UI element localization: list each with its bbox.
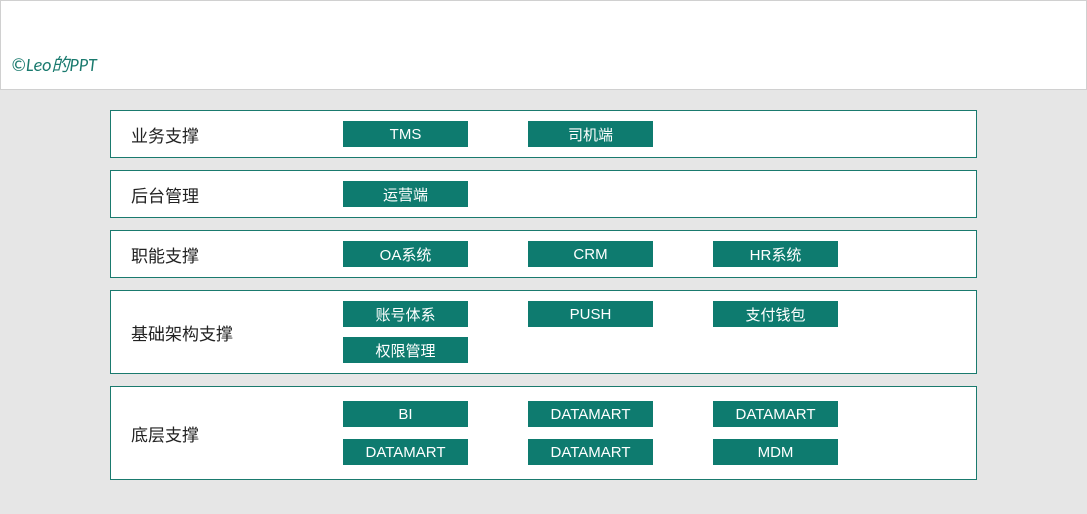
box-datamart: DATAMART	[343, 439, 468, 465]
box-datamart: DATAMART	[528, 401, 653, 427]
box-wallet: 支付钱包	[713, 301, 838, 327]
row-boxes: 账号体系 PUSH 支付钱包 权限管理	[343, 301, 964, 363]
row-label: 职能支撑	[123, 242, 343, 267]
box-push: PUSH	[528, 301, 653, 327]
box-datamart: DATAMART	[713, 401, 838, 427]
row-label: 底层支撑	[123, 421, 343, 446]
box-hr: HR系统	[713, 241, 838, 267]
box-driver-app: 司机端	[528, 121, 653, 147]
row-boxes: BI DATAMART DATAMART DATAMART DATAMART M…	[343, 401, 838, 465]
row-label: 业务支撑	[123, 122, 343, 147]
box-account: 账号体系	[343, 301, 468, 327]
row-base-support: 底层支撑 BI DATAMART DATAMART DATAMART DATAM…	[110, 386, 977, 480]
row-business-support: 业务支撑 TMS 司机端	[110, 110, 977, 158]
box-bi: BI	[343, 401, 468, 427]
header-bar: ©Leo的PPT	[0, 0, 1087, 90]
row-label: 基础架构支撑	[123, 320, 343, 345]
watermark-text: ©Leo的PPT	[11, 54, 97, 76]
box-permission: 权限管理	[343, 337, 468, 363]
row-boxes: TMS 司机端	[343, 121, 653, 147]
row-backend-admin: 后台管理 运营端	[110, 170, 977, 218]
row-boxes: OA系统 CRM HR系统	[343, 241, 838, 267]
row-boxes: 运营端	[343, 181, 468, 207]
box-oa: OA系统	[343, 241, 468, 267]
box-ops: 运营端	[343, 181, 468, 207]
box-datamart: DATAMART	[528, 439, 653, 465]
diagram-content: 业务支撑 TMS 司机端 后台管理 运营端 职能支撑 OA系统 CRM HR系统…	[0, 90, 1087, 480]
row-label: 后台管理	[123, 182, 343, 207]
box-tms: TMS	[343, 121, 468, 147]
box-mdm: MDM	[713, 439, 838, 465]
row-infra-support: 基础架构支撑 账号体系 PUSH 支付钱包 权限管理	[110, 290, 977, 374]
box-crm: CRM	[528, 241, 653, 267]
row-functional-support: 职能支撑 OA系统 CRM HR系统	[110, 230, 977, 278]
